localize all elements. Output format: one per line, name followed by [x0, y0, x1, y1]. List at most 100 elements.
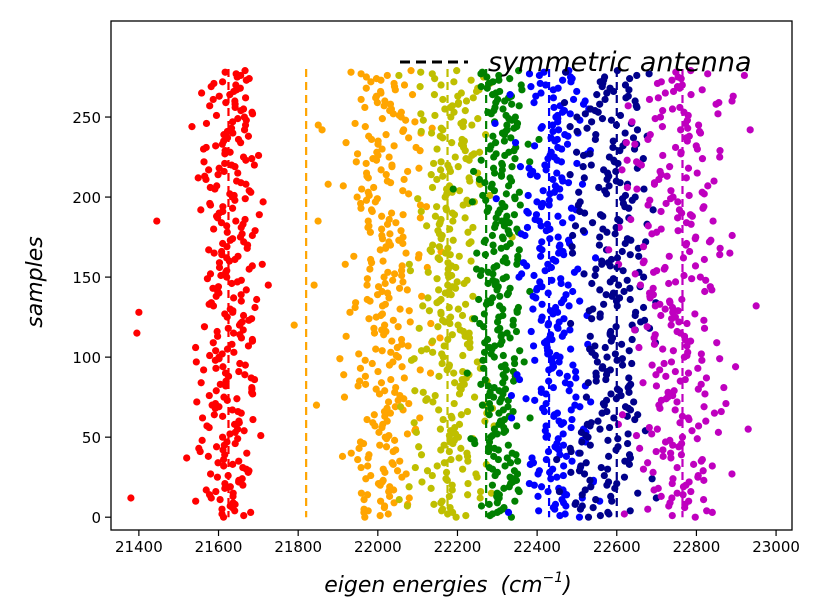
- data-point: [461, 107, 469, 115]
- data-point: [249, 415, 257, 424]
- data-point: [396, 391, 404, 400]
- data-point: [429, 398, 437, 406]
- data-point: [584, 513, 593, 521]
- data-point: [234, 407, 242, 416]
- data-point: [428, 183, 437, 192]
- data-point: [355, 350, 363, 358]
- data-point: [698, 155, 707, 163]
- data-point: [448, 102, 456, 110]
- data-point: [618, 166, 626, 174]
- data-point: [688, 275, 696, 283]
- data-point: [566, 123, 574, 131]
- data-point: [627, 380, 635, 388]
- data-point: [659, 446, 667, 454]
- data-point: [507, 414, 516, 422]
- data-point: [573, 113, 581, 121]
- data-point: [406, 267, 415, 275]
- data-point: [659, 345, 667, 353]
- data-point: [501, 385, 510, 393]
- data-point: [671, 406, 679, 414]
- data-point: [549, 465, 557, 473]
- data-point: [386, 230, 394, 238]
- data-point: [603, 407, 611, 416]
- data-point: [378, 347, 386, 355]
- data-point: [524, 140, 532, 148]
- data-point: [353, 193, 361, 201]
- data-point: [700, 324, 709, 332]
- data-point: [489, 132, 497, 140]
- data-point: [580, 270, 588, 278]
- data-point: [255, 211, 263, 219]
- data-point: [628, 359, 636, 368]
- data-point: [568, 214, 576, 222]
- data-point: [458, 135, 466, 144]
- data-point: [228, 340, 236, 348]
- data-point: [609, 143, 617, 152]
- data-point: [752, 302, 760, 310]
- data-point: [514, 303, 522, 312]
- data-point: [626, 251, 634, 259]
- data-point: [503, 212, 511, 220]
- data-point: [629, 134, 638, 142]
- data-point: [406, 318, 414, 326]
- data-point: [688, 427, 696, 435]
- data-point: [491, 139, 500, 147]
- data-point: [514, 457, 522, 465]
- data-point: [576, 198, 584, 206]
- data-point: [437, 124, 445, 132]
- data-point: [618, 355, 626, 363]
- data-point: [694, 471, 702, 480]
- data-point: [639, 155, 647, 163]
- data-point: [495, 302, 504, 310]
- data-point: [376, 87, 385, 96]
- data-point: [450, 78, 458, 86]
- data-point: [555, 369, 564, 377]
- data-point: [605, 182, 613, 190]
- data-point: [613, 479, 621, 488]
- data-point: [370, 183, 378, 192]
- data-point: [230, 294, 238, 302]
- data-point: [470, 167, 478, 176]
- data-point: [475, 175, 484, 184]
- data-point: [489, 276, 497, 284]
- data-point: [454, 163, 462, 171]
- points-layer: [127, 67, 760, 521]
- data-point: [211, 399, 220, 408]
- y-tick-label: 100: [72, 349, 101, 367]
- data-point: [673, 463, 681, 472]
- data-point: [416, 83, 424, 91]
- data-point: [529, 305, 537, 313]
- data-point: [618, 411, 627, 419]
- data-point: [473, 358, 481, 366]
- data-point: [618, 247, 626, 256]
- data-point: [405, 190, 413, 198]
- data-point: [592, 495, 600, 504]
- data-point: [506, 473, 514, 481]
- data-point: [573, 87, 581, 96]
- data-point: [455, 454, 463, 462]
- data-point: [699, 467, 707, 475]
- data-point: [566, 444, 574, 452]
- data-point: [365, 315, 373, 323]
- data-point: [310, 281, 318, 289]
- data-point: [708, 462, 716, 470]
- data-point: [486, 388, 494, 396]
- data-point: [207, 299, 215, 307]
- data-point: [366, 265, 374, 273]
- data-point: [664, 388, 672, 396]
- data-point: [649, 284, 657, 292]
- data-point: [553, 473, 561, 481]
- data-point: [474, 115, 482, 123]
- data-point: [561, 510, 569, 518]
- data-point: [251, 303, 259, 312]
- data-point: [510, 211, 518, 219]
- data-point: [453, 67, 461, 75]
- data-point: [439, 172, 447, 180]
- data-point: [600, 471, 608, 480]
- data-point: [431, 391, 439, 400]
- data-point: [667, 358, 676, 366]
- data-point: [564, 236, 573, 244]
- data-point: [560, 462, 568, 470]
- data-point: [656, 167, 664, 176]
- data-point: [601, 187, 609, 195]
